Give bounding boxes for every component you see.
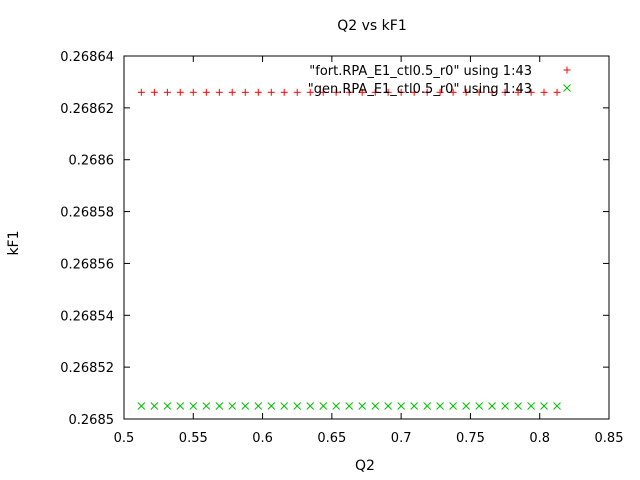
data-point-series-1 xyxy=(514,88,522,96)
data-point-series-1 xyxy=(267,88,275,96)
y-axis: 0.2685 0.26852 0.26854 0.26856 0.26858 0.2686… xyxy=(60,50,609,428)
data-point-series-1 xyxy=(215,88,223,96)
y-tick-label: 0.26852 xyxy=(60,361,114,376)
data-point-series-1 xyxy=(241,88,249,96)
data-point-series-2 xyxy=(319,402,328,410)
data-point-series-2 xyxy=(436,402,444,410)
data-point-series-1 xyxy=(163,88,171,96)
data-point-series-2 xyxy=(540,402,548,410)
data-point-series-2 xyxy=(371,402,380,410)
y-tick-label: 0.26854 xyxy=(60,309,114,324)
data-point-series-2 xyxy=(163,402,172,410)
data-point-series-1 xyxy=(423,88,431,96)
data-point-series-2 xyxy=(137,402,146,410)
data-point-series-1 xyxy=(501,88,509,96)
legend-label-series-2: "gen.RPA_E1_ctl0.5_r0" using 1:43 xyxy=(308,82,532,97)
data-point-series-1 xyxy=(332,88,340,96)
data-point-series-1 xyxy=(462,88,470,96)
legend-label-series-1: "fort.RPA_E1_ctl0.5_r0" using 1:43 xyxy=(309,64,532,79)
data-point-series-1 xyxy=(280,88,288,96)
y-tick-label: 0.2685 xyxy=(69,413,115,428)
data-point-series-2 xyxy=(553,402,561,410)
x-tick-label: 0.5 xyxy=(114,431,135,446)
data-point-series-2 xyxy=(332,402,341,410)
y-tick-label: 0.2686 xyxy=(69,154,115,169)
data-point-series-1 xyxy=(410,88,418,96)
data-point-series-1 xyxy=(345,88,353,96)
data-point-series-2 xyxy=(241,402,250,410)
data-point-series-2 xyxy=(215,402,224,410)
data-point-series-2 xyxy=(202,402,211,410)
y-tick-label: 0.26864 xyxy=(60,50,114,65)
x-tick-label: 0.6 xyxy=(252,431,273,446)
data-point-series-2 xyxy=(345,402,354,410)
legend-marker-series-2 xyxy=(563,84,571,92)
data-point-series-2 xyxy=(150,402,159,410)
x-tick-label: 0.8 xyxy=(529,431,550,446)
data-point-series-2 xyxy=(176,402,185,410)
data-point-series-2 xyxy=(527,402,535,410)
data-point-series-1 xyxy=(137,88,145,96)
data-point-series-2 xyxy=(189,402,198,410)
data-point-series-1 xyxy=(293,88,301,96)
x-tick-label: 0.85 xyxy=(595,431,624,446)
data-point-series-2 xyxy=(306,402,315,410)
data-point-series-1 xyxy=(449,88,457,96)
data-point-series-1 xyxy=(319,88,327,96)
data-point-series-2 xyxy=(423,402,432,410)
x-tick-label: 0.55 xyxy=(179,431,208,446)
data-point-series-1 xyxy=(306,88,314,96)
legend: "fort.RPA_E1_ctl0.5_r0" using 1:43 "gen.R… xyxy=(308,64,571,97)
data-point-series-1 xyxy=(436,88,444,96)
x-tick-label: 0.7 xyxy=(391,431,412,446)
data-point-series-2 xyxy=(462,402,470,410)
legend-marker-series-1 xyxy=(563,66,571,74)
data-point-series-1 xyxy=(553,88,561,96)
data-point-series-1 xyxy=(189,88,197,96)
data-point-series-1 xyxy=(358,88,366,96)
data-point-series-2 xyxy=(475,402,484,410)
data-point-series-1 xyxy=(527,88,535,96)
data-point-series-2 xyxy=(514,402,522,410)
data-point-series-1 xyxy=(475,88,483,96)
y-tick-label: 0.26856 xyxy=(60,257,114,272)
x-tick-label: 0.65 xyxy=(317,431,346,446)
chart-title: Q2 vs kF1 xyxy=(337,18,406,34)
x-axis-title: Q2 xyxy=(355,458,375,474)
data-point-series-2 xyxy=(397,402,405,410)
data-point-series-2 xyxy=(254,402,263,410)
data-point-series-2 xyxy=(501,402,509,410)
data-point-series-1 xyxy=(488,88,496,96)
data-point-series-1 xyxy=(540,88,548,96)
data-point-series-1 xyxy=(202,88,210,96)
y-axis-title: kF1 xyxy=(6,230,22,255)
data-point-series-2 xyxy=(228,402,237,410)
data-point-series-2 xyxy=(384,402,392,410)
x-axis: 0.5 0.55 0.6 0.65 0.7 0.75 0.8 0.85 xyxy=(114,56,624,446)
data-point-series-1 xyxy=(371,88,379,96)
data-point-series-2 xyxy=(293,402,302,410)
data-point-series-1 xyxy=(384,88,392,96)
data-point-series-1 xyxy=(397,88,405,96)
plot-frame xyxy=(123,55,610,420)
data-point-series-2 xyxy=(488,402,496,410)
data-point-series-1 xyxy=(254,88,262,96)
data-point-series-1 xyxy=(150,88,158,96)
data-point-series-2 xyxy=(449,402,457,410)
data-point-series-2 xyxy=(280,402,289,410)
data-points xyxy=(137,88,561,410)
x-tick-label: 0.75 xyxy=(456,431,485,446)
data-point-series-1 xyxy=(176,88,184,96)
data-point-series-2 xyxy=(410,402,419,410)
y-tick-label: 0.26858 xyxy=(60,206,114,221)
y-tick-label: 0.26862 xyxy=(60,102,114,117)
data-point-series-2 xyxy=(267,402,276,410)
data-point-series-1 xyxy=(228,88,236,96)
data-point-series-2 xyxy=(358,402,367,410)
